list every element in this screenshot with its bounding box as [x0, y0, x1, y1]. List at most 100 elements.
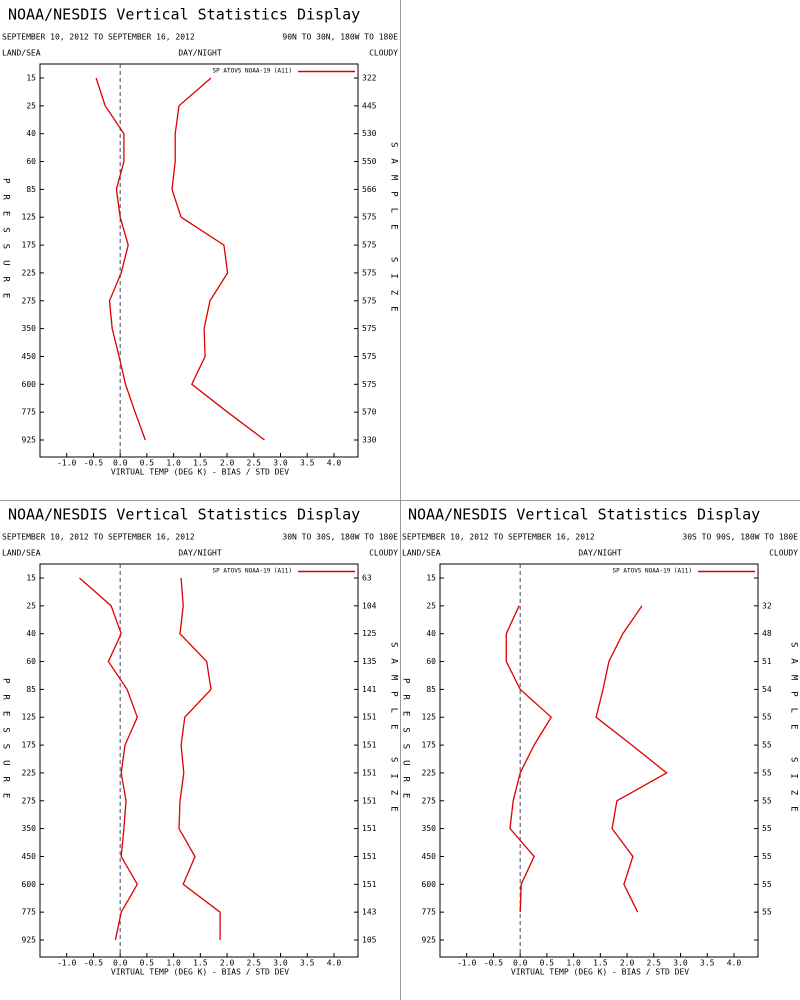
y-tick-label: 15 [426, 574, 436, 583]
sample-size: 575 [362, 380, 377, 389]
x-tick-label: 3.5 [300, 459, 315, 468]
sample-size: 51 [762, 657, 772, 666]
y-tick-label: 40 [26, 629, 36, 638]
x-axis-label: VIRTUAL TEMP (DEG K) - BIAS / STD DEV [111, 968, 289, 977]
y-tick-label: 925 [422, 936, 437, 945]
x-tick-label: 0.5 [140, 959, 155, 968]
sample-size: 55 [762, 768, 772, 777]
x-tick-label: 3.0 [273, 459, 288, 468]
x-tick-label: -1.0 [457, 959, 476, 968]
day-night: DAY/NIGHT [178, 549, 222, 558]
y-tick-label: 600 [22, 380, 37, 389]
plot-frame [39, 563, 359, 958]
land-sea: LAND/SEA [2, 49, 41, 58]
x-axis-label: VIRTUAL TEMP (DEG K) - BIAS / STD DEV [111, 468, 289, 477]
y-tick-label: 85 [26, 185, 36, 194]
sample-size: 570 [362, 408, 377, 417]
plot-frame [39, 63, 359, 458]
date-range: SEPTEMBER 10, 2012 TO SEPTEMBER 16, 2012 [402, 533, 595, 542]
x-tick-label: 2.0 [620, 959, 635, 968]
sample-size: 55 [762, 852, 772, 861]
y-tick-label: 175 [422, 741, 437, 750]
x-tick-label: -0.5 [84, 459, 103, 468]
y-tick-label: 600 [22, 880, 37, 889]
x-tick-label: 1.0 [166, 459, 181, 468]
sample-size: 550 [362, 157, 377, 166]
x-tick-label: 1.0 [166, 959, 181, 968]
y-tick-label: 60 [26, 157, 36, 166]
y-tick-label: 60 [426, 657, 436, 666]
x-tick-label: -1.0 [57, 459, 76, 468]
sample-size: 322 [362, 74, 377, 83]
y-tick-label: 15 [26, 74, 36, 83]
y-tick-label: 60 [26, 657, 36, 666]
x-tick-label: 4.0 [327, 959, 342, 968]
sample-size: 151 [362, 796, 377, 805]
panel-title: NOAA/NESDIS Vertical Statistics Display [8, 6, 360, 24]
x-tick-label: 2.5 [247, 959, 262, 968]
cloudy: CLOUDY [369, 549, 398, 558]
x-tick-label: -0.5 [84, 959, 103, 968]
land-sea: LAND/SEA [402, 549, 441, 558]
day-night: DAY/NIGHT [178, 49, 222, 58]
series-line [171, 77, 265, 441]
sample-size: 575 [362, 241, 377, 250]
y-tick-label: 175 [22, 241, 37, 250]
date-range: SEPTEMBER 10, 2012 TO SEPTEMBER 16, 2012 [2, 533, 195, 542]
legend-label: SP ATOVS NOAA-19 (A11) [613, 568, 692, 575]
y2-axis-label: SAMPLE SIZE [789, 642, 799, 823]
x-axis-label: VIRTUAL TEMP (DEG K) - BIAS / STD DEV [511, 968, 689, 977]
y-tick-label: 85 [426, 685, 436, 694]
x-tick-label: -0.5 [484, 959, 503, 968]
sample-size: 330 [362, 436, 377, 445]
y-tick-label: 350 [422, 824, 437, 833]
sample-size: 530 [362, 129, 377, 138]
sample-size: 55 [762, 824, 772, 833]
region: 30N TO 30S, 180W TO 180E [282, 533, 398, 542]
y-tick-label: 225 [22, 268, 37, 277]
region: 90N TO 30N, 180W TO 180E [282, 33, 398, 42]
y-axis-label: PRESSURE [1, 178, 11, 309]
y-tick-label: 25 [26, 601, 36, 610]
y-tick-label: 450 [422, 852, 437, 861]
sample-size: 54 [762, 685, 772, 694]
x-tick-label: 1.5 [593, 959, 608, 968]
plot-frame [439, 563, 759, 958]
x-tick-label: 2.0 [220, 959, 235, 968]
y-tick-label: 225 [422, 768, 437, 777]
y-tick-label: 15 [26, 574, 36, 583]
date-range: SEPTEMBER 10, 2012 TO SEPTEMBER 16, 2012 [2, 33, 195, 42]
y-tick-label: 125 [22, 713, 37, 722]
x-tick-label: 1.0 [566, 959, 581, 968]
sample-size: 63 [362, 574, 372, 583]
x-tick-label: 4.0 [327, 459, 342, 468]
sample-size: 575 [362, 324, 377, 333]
sample-size: 151 [362, 852, 377, 861]
x-tick-label: -1.0 [57, 959, 76, 968]
sample-size: 566 [362, 185, 377, 194]
sample-size: 55 [762, 908, 772, 917]
sample-size: 445 [362, 101, 377, 110]
y-tick-label: 40 [426, 629, 436, 638]
series-line [178, 577, 221, 940]
x-tick-label: 1.5 [193, 959, 208, 968]
sample-size: 151 [362, 880, 377, 889]
y2-axis-label: SAMPLE SIZE [389, 142, 399, 323]
sample-size: 104 [362, 601, 377, 610]
sample-size: 48 [762, 629, 772, 638]
sample-size: 141 [362, 685, 377, 694]
x-tick-label: 2.5 [247, 459, 262, 468]
sample-size: 151 [362, 768, 377, 777]
region: 30S TO 90S, 180W TO 180E [682, 533, 798, 542]
x-tick-label: 3.0 [673, 959, 688, 968]
y-tick-label: 450 [22, 852, 37, 861]
sample-size: 55 [762, 713, 772, 722]
x-tick-label: 2.0 [220, 459, 235, 468]
y-tick-label: 925 [22, 436, 37, 445]
y-axis-label: PRESSURE [1, 678, 11, 809]
sample-size: 55 [762, 796, 772, 805]
cloudy: CLOUDY [369, 49, 398, 58]
panel: NOAA/NESDIS Vertical Statistics Display S… [1, 506, 399, 977]
